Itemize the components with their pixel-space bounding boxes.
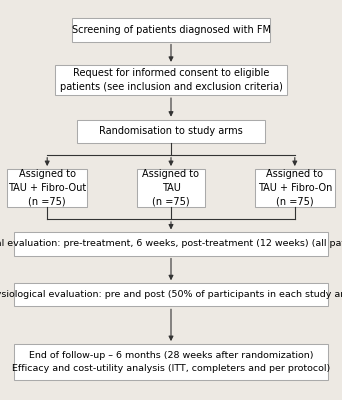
FancyBboxPatch shape <box>77 120 265 143</box>
Text: Physiological evaluation: pre and post (50% of participants in each study arm): Physiological evaluation: pre and post (… <box>0 290 342 299</box>
FancyBboxPatch shape <box>14 283 328 306</box>
FancyBboxPatch shape <box>14 232 328 256</box>
FancyBboxPatch shape <box>254 169 335 207</box>
FancyBboxPatch shape <box>137 169 205 207</box>
Text: Clinical evaluation: pre-treatment, 6 weeks, post-treatment (12 weeks) (all pati: Clinical evaluation: pre-treatment, 6 we… <box>0 240 342 248</box>
FancyBboxPatch shape <box>7 169 88 207</box>
Text: Randomisation to study arms: Randomisation to study arms <box>99 126 243 136</box>
Text: End of follow-up – 6 months (28 weeks after randomization)
Efficacy and cost-uti: End of follow-up – 6 months (28 weeks af… <box>12 351 330 373</box>
FancyBboxPatch shape <box>72 18 270 42</box>
Text: Request for informed consent to eligible
patients (see inclusion and exclusion c: Request for informed consent to eligible… <box>60 68 282 92</box>
FancyBboxPatch shape <box>14 344 328 380</box>
FancyBboxPatch shape <box>55 65 287 95</box>
Text: Assigned to
TAU + Fibro-Out
(n =75): Assigned to TAU + Fibro-Out (n =75) <box>8 169 86 207</box>
Text: Assigned to
TAU
(n =75): Assigned to TAU (n =75) <box>143 169 199 207</box>
Text: Screening of patients diagnosed with FM: Screening of patients diagnosed with FM <box>71 25 271 35</box>
Text: Assigned to
TAU + Fibro-On
(n =75): Assigned to TAU + Fibro-On (n =75) <box>258 169 332 207</box>
